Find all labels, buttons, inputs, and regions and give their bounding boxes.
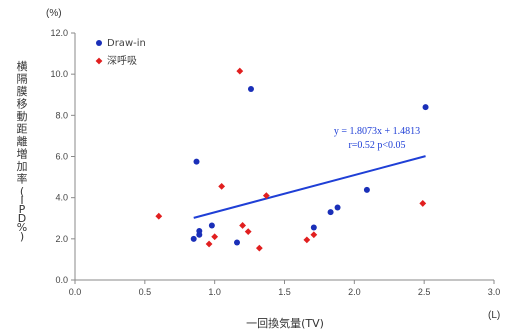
legend-marker xyxy=(95,57,103,65)
y-tick-label: 6.0 xyxy=(55,152,68,162)
data-point-deep-breath xyxy=(205,240,213,248)
y-tick-label: 0.0 xyxy=(55,275,68,285)
y-axis-title-char: I xyxy=(20,194,23,207)
trendline-equation: y = 1.8073x + 1.4813 xyxy=(334,126,420,137)
trendline-group xyxy=(193,155,426,219)
data-point-draw-in xyxy=(196,228,203,235)
data-point-draw-in xyxy=(334,204,341,211)
y-axis-title-char: 動 xyxy=(17,109,28,123)
y-axis-title-char: ( xyxy=(20,185,24,198)
y-axis-title-char: D xyxy=(18,212,26,225)
trendline xyxy=(193,155,426,219)
data-point-draw-in xyxy=(193,158,200,165)
y-axis-title-char: 離 xyxy=(17,134,28,148)
data-points xyxy=(155,67,429,252)
x-tick-label: 3.0 xyxy=(488,287,501,297)
y-axis-title-char: 率 xyxy=(17,172,28,186)
x-tick-label: 2.0 xyxy=(348,287,361,297)
data-point-draw-in xyxy=(327,209,334,216)
y-axis-title-char: % xyxy=(17,221,27,234)
data-point-draw-in xyxy=(310,224,317,231)
data-point-draw-in xyxy=(234,239,241,246)
data-point-deep-breath xyxy=(303,236,311,244)
axes xyxy=(71,32,495,284)
x-tick-label: 1.0 xyxy=(208,287,221,297)
data-point-draw-in xyxy=(247,85,254,92)
data-point-draw-in xyxy=(208,222,215,229)
x-tick-label: 2.5 xyxy=(418,287,431,297)
y-tick-label: 8.0 xyxy=(55,110,68,120)
data-point-deep-breath xyxy=(244,228,252,236)
data-point-draw-in xyxy=(363,186,370,193)
data-point-deep-breath xyxy=(255,244,263,252)
y-axis-title-char: 隔 xyxy=(17,73,28,86)
legend: Draw-in 深呼吸 xyxy=(95,38,146,67)
y-axis-title-char: 増 xyxy=(17,148,28,161)
x-tick-label: 1.5 xyxy=(278,287,291,297)
data-point-deep-breath xyxy=(155,212,163,220)
y-axis-title-char: P xyxy=(19,203,26,216)
data-point-deep-breath xyxy=(419,200,427,207)
legend-label: Draw-in xyxy=(107,38,146,49)
legend-marker xyxy=(96,40,102,46)
data-point-deep-breath xyxy=(236,67,244,75)
y-tick-label: 10.0 xyxy=(50,69,68,79)
data-point-draw-in xyxy=(190,235,197,242)
data-point-deep-breath xyxy=(262,192,270,200)
trendline-stats: r=0.52 p<0.05 xyxy=(348,140,405,151)
y-axis-title-char: 加 xyxy=(17,160,28,173)
x-tick-label: 0.5 xyxy=(139,287,152,297)
data-point-deep-breath xyxy=(218,182,226,190)
y-tick-label: 4.0 xyxy=(55,193,68,203)
y-axis-title-char: 膜 xyxy=(17,85,28,98)
y-axis-title-char: 横 xyxy=(17,59,28,73)
y-axis-title-char: 移 xyxy=(17,98,28,111)
y-tick-label: 2.0 xyxy=(55,234,68,244)
y-axis-title: 横隔膜移動距離増加率(I P D%) xyxy=(17,59,28,243)
data-point-deep-breath xyxy=(239,222,246,229)
data-point-deep-breath xyxy=(310,231,318,239)
y-axis-title-char: 距 xyxy=(17,123,28,136)
legend-label: 深呼吸 xyxy=(107,55,137,67)
y-axis-title-char: ) xyxy=(20,230,24,243)
tick-labels: 0.0 2.0 4.0 6.0 8.0 10.0 12.0 0.0 0.5 1.0 1.5 2.0 2.… xyxy=(50,28,500,297)
x-axis-title: 一回換気量(TV) xyxy=(246,316,324,330)
y-tick-label: 12.0 xyxy=(50,28,68,38)
x-axis-unit: (L) xyxy=(488,310,500,321)
x-tick-label: 0.0 xyxy=(69,287,82,297)
data-point-draw-in xyxy=(422,104,429,111)
data-point-deep-breath xyxy=(211,233,219,241)
y-axis-unit: (%) xyxy=(46,8,62,19)
